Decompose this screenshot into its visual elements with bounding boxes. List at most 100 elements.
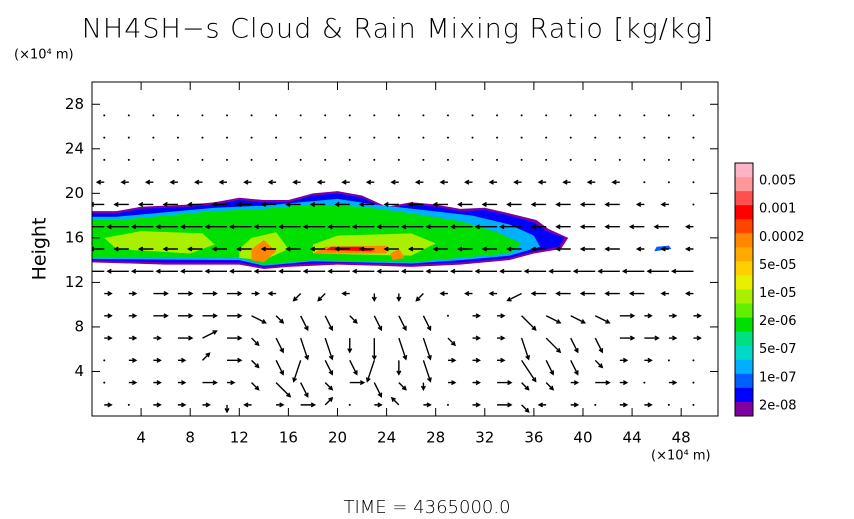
x-unit: (×10⁴ m) [651,449,711,464]
y-tick-label: 28 [65,95,84,113]
wind-vector [169,179,178,185]
wind-vector [548,268,571,274]
wind-vector [292,360,302,383]
wind-vector [275,114,278,117]
wind-vector [667,114,670,117]
wind-vector [103,136,106,139]
wind-vector [152,114,155,117]
wind-vector [521,315,537,331]
wind-vector [103,359,106,362]
wind-vector [251,382,260,391]
wind-vector [201,114,204,117]
wind-vector [422,315,432,332]
contour-region [104,231,215,254]
wind-vector [250,136,253,139]
wind-vector [162,246,178,252]
wind-vector [432,201,448,207]
plot-area [92,114,702,414]
wind-vector [128,313,138,319]
wind-vector [595,380,611,386]
wind-vector [457,246,473,252]
wind-vector [594,114,597,117]
wind-vector [499,224,522,230]
wind-vector [348,136,351,139]
wind-vector [545,158,548,161]
wind-vector [520,337,531,361]
wind-vector [570,337,579,354]
wind-vector [569,114,572,117]
colorbar-swatch [735,177,753,192]
wind-vector [334,201,350,207]
wind-vector [520,114,523,117]
wind-vector [457,201,473,207]
wind-vector [177,291,194,297]
wind-vector [324,396,334,406]
y-tick-label: 12 [65,273,84,291]
wind-vector [594,337,604,354]
wind-vector [594,158,597,161]
wind-vector [211,201,228,207]
wind-vector [496,136,499,139]
wind-vector [227,335,243,341]
wind-vector [692,158,695,161]
wind-vector [422,158,425,161]
x-tick-label: 4 [136,429,146,447]
wind-vector [113,246,129,252]
wind-vector [447,337,456,347]
wind-vector [127,136,130,139]
wind-vector [422,360,432,383]
colorbar-label: 5e-07 [759,342,797,357]
wind-vector [300,402,317,408]
wind-vector [619,357,629,363]
wind-vector [104,291,113,297]
wind-vector [422,136,425,139]
wind-vector [202,313,218,319]
wind-vector [104,313,113,319]
wind-vector [243,179,252,185]
wind-vector [275,158,278,161]
wind-vector [176,158,179,161]
wind-vector [383,246,399,252]
wind-vector [373,136,376,139]
colorbar-swatch [735,163,753,178]
wind-vector [177,357,187,363]
wind-vector [472,313,481,319]
wind-vector [570,360,579,376]
wind-vector [644,313,653,319]
wind-vector [497,335,506,341]
wind-vector [348,114,351,117]
wind-vector [390,179,399,185]
wind-vector [137,246,154,252]
wind-vector [349,315,358,324]
wind-vector [275,315,285,324]
wind-vector [349,380,366,386]
y-tick-label: 24 [65,139,84,157]
wind-vector [398,337,408,361]
wind-vector [692,181,695,184]
wind-vector [177,313,194,319]
wind-vector [373,382,383,398]
wind-vector [324,158,327,161]
wind-vector [579,224,596,230]
wind-vector [227,357,243,363]
wind-vector [579,246,596,252]
wind-vector [365,360,375,383]
wind-vector [153,402,162,408]
wind-vector [349,360,358,376]
wind-vector [474,268,498,274]
x-tick-label: 28 [426,429,445,447]
wind-vector [414,179,424,185]
colorbar-swatch [735,191,753,206]
wind-vector [646,268,669,274]
wind-vector [618,114,621,117]
wind-vector [570,315,587,324]
wind-vector [450,268,473,274]
wind-vector [496,158,499,161]
wind-vector [351,268,375,274]
wind-vector [521,404,530,413]
wind-vector [684,246,694,252]
wind-vector [523,268,547,274]
wind-vector [692,359,695,362]
wind-vector [299,158,302,161]
wind-vector [521,382,530,391]
